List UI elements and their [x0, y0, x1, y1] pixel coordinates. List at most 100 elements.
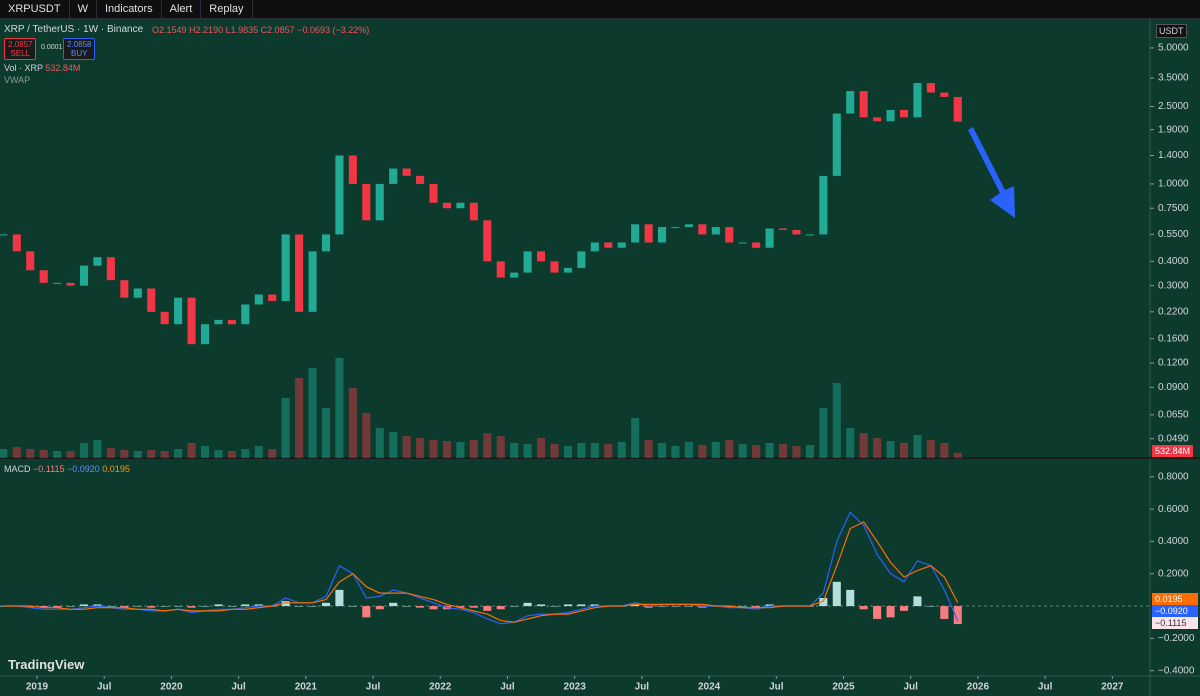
histogram-bar: [254, 604, 263, 607]
candle: [698, 224, 707, 235]
y-tick-label: 0.1200: [1158, 358, 1189, 369]
volume-bar: [0, 449, 8, 458]
histogram-bar: [362, 606, 371, 618]
sell-label: SELL: [10, 49, 31, 58]
volume-bar: [563, 446, 572, 458]
histogram-bar: [187, 606, 196, 608]
volume-bar: [684, 442, 693, 458]
volume-bar: [79, 443, 89, 458]
histogram-bar: [429, 606, 438, 610]
histogram-bar: [644, 606, 653, 608]
x-tick-label: Jul: [1038, 682, 1053, 693]
volume-value: 532.84M: [45, 63, 81, 73]
volume-bar: [200, 446, 210, 458]
x-tick-label: 2021: [295, 682, 318, 693]
volume-bar: [93, 440, 102, 458]
candle: [523, 251, 532, 273]
y-tick-label: 5.0000: [1158, 43, 1189, 54]
volume-bar: [295, 378, 304, 458]
volume-bar: [805, 445, 814, 458]
candle: [402, 168, 411, 176]
candle: [940, 92, 949, 97]
y-tick-label: 1.0000: [1158, 179, 1189, 190]
volume-bar: [832, 383, 841, 458]
histogram-bar: [227, 606, 236, 607]
histogram-bar: [53, 606, 62, 608]
volume-bar: [321, 408, 331, 458]
y-tick-label: 2.5000: [1158, 101, 1189, 112]
histogram-bar: [846, 589, 855, 607]
currency[interactable]: USDT: [1156, 24, 1187, 38]
candle: [79, 265, 89, 286]
volume-bar: [671, 446, 680, 458]
volume-bar: [160, 451, 169, 458]
x-tick-label: 2022: [429, 682, 452, 693]
y-tick-label: 0.2200: [1158, 306, 1189, 317]
candle: [348, 155, 357, 184]
candle: [792, 229, 801, 235]
candle: [604, 242, 613, 248]
x-tick-label: Jul: [903, 682, 918, 693]
candle: [187, 297, 196, 345]
alert[interactable]: Alert: [162, 0, 202, 18]
histogram-bar: [402, 606, 411, 607]
volume-bar: [147, 450, 156, 458]
macd-line: −0.0920: [66, 464, 100, 474]
y-tick-label: 0.4000: [1158, 536, 1189, 547]
y-tick-label: 1.4000: [1158, 150, 1189, 161]
histogram-bar: [940, 606, 949, 619]
candle: [469, 202, 478, 221]
candle: [765, 228, 774, 248]
candle: [308, 251, 317, 312]
x-tick-label: 2020: [160, 682, 183, 693]
histogram-bar: [79, 604, 89, 607]
volume-bar: [254, 446, 263, 458]
histogram-bar: [389, 602, 398, 607]
histogram-bar: [510, 606, 519, 607]
y-tick-label: 0.0490: [1158, 433, 1189, 444]
volume-bar: [416, 438, 425, 458]
volume-bar: [604, 444, 613, 458]
volume-bar: [926, 440, 935, 458]
x-tick-label: 2025: [832, 682, 855, 693]
y-tick-label: 0.5500: [1158, 229, 1189, 240]
y-tick-label: 0.0900: [1158, 382, 1189, 393]
arrow-annotation: [968, 127, 1015, 218]
histogram-bar: [295, 606, 304, 607]
candle: [321, 234, 331, 252]
candle: [577, 251, 586, 268]
y-tick-label: 0.6000: [1158, 504, 1189, 515]
y-tick-label: 3.5000: [1158, 73, 1189, 84]
volume-bar: [953, 452, 962, 458]
volume-bar: [765, 443, 774, 458]
volume-bar: [819, 408, 828, 458]
histogram-bar: [819, 597, 828, 607]
replay[interactable]: Replay: [201, 0, 253, 18]
candle: [147, 288, 156, 312]
candle: [389, 168, 398, 184]
volume-bar: [389, 432, 398, 458]
candle: [537, 251, 546, 262]
y-tick-label: −0.4000: [1158, 665, 1195, 676]
sell-button[interactable]: 2.0857 SELL: [4, 38, 37, 60]
interval[interactable]: W: [70, 0, 97, 18]
candle: [778, 228, 788, 230]
hist-last: −0.1115: [1152, 617, 1198, 629]
candle: [671, 227, 680, 229]
volume-bar: [778, 444, 788, 458]
histogram-bar: [765, 604, 774, 607]
indicators[interactable]: Indicators: [97, 0, 162, 18]
volume-bar: [711, 442, 720, 458]
candle: [752, 242, 761, 248]
candle: [684, 224, 693, 228]
symbol[interactable]: XRPUSDT: [0, 0, 70, 18]
histogram-bar: [886, 606, 895, 618]
volume-bar: [348, 388, 357, 458]
y-tick-label: −0.2000: [1158, 633, 1195, 644]
close: C2.0857: [260, 25, 295, 35]
candle: [496, 261, 505, 278]
buy-label: BUY: [71, 49, 88, 58]
buy-button[interactable]: 2.0858 BUY: [63, 38, 96, 60]
candle: [658, 227, 667, 243]
x-tick-label: Jul: [97, 682, 112, 693]
